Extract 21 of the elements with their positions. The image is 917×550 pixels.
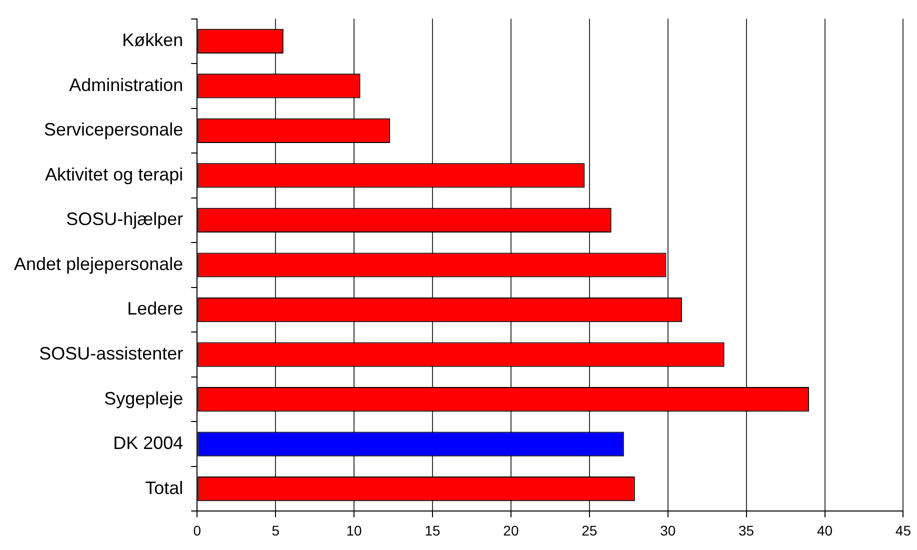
y-tick-label: Servicepersonale — [44, 120, 184, 140]
y-tick-label: Aktivitet og terapi — [45, 164, 184, 184]
x-tick-label: 35 — [738, 522, 754, 538]
x-tick-label: 20 — [503, 522, 519, 538]
y-tick-label: DK 2004 — [113, 433, 184, 454]
x-tick-label: 10 — [346, 522, 362, 538]
y-tick-label: Sygepleje — [104, 388, 184, 408]
y-tick-label: Administration — [69, 74, 184, 95]
y-tick-label: Total — [145, 478, 184, 498]
y-tick-label: Andet plejepersonale — [14, 254, 184, 274]
x-tick-label: 0 — [193, 522, 202, 538]
y-tick-label: SOSU-assistenter — [39, 343, 184, 364]
x-tick-label: 40 — [816, 522, 833, 538]
x-tick-label: 45 — [895, 522, 912, 538]
x-tick-label: 25 — [582, 522, 598, 538]
x-tick-label: 15 — [424, 522, 440, 538]
y-tick-label: Køkken — [122, 30, 184, 50]
x-tick-label: 5 — [272, 522, 280, 538]
y-tick-label: Ledere — [127, 298, 184, 319]
x-tick-label: 30 — [660, 522, 676, 538]
y-tick-label: SOSU-hjælper — [66, 209, 184, 230]
